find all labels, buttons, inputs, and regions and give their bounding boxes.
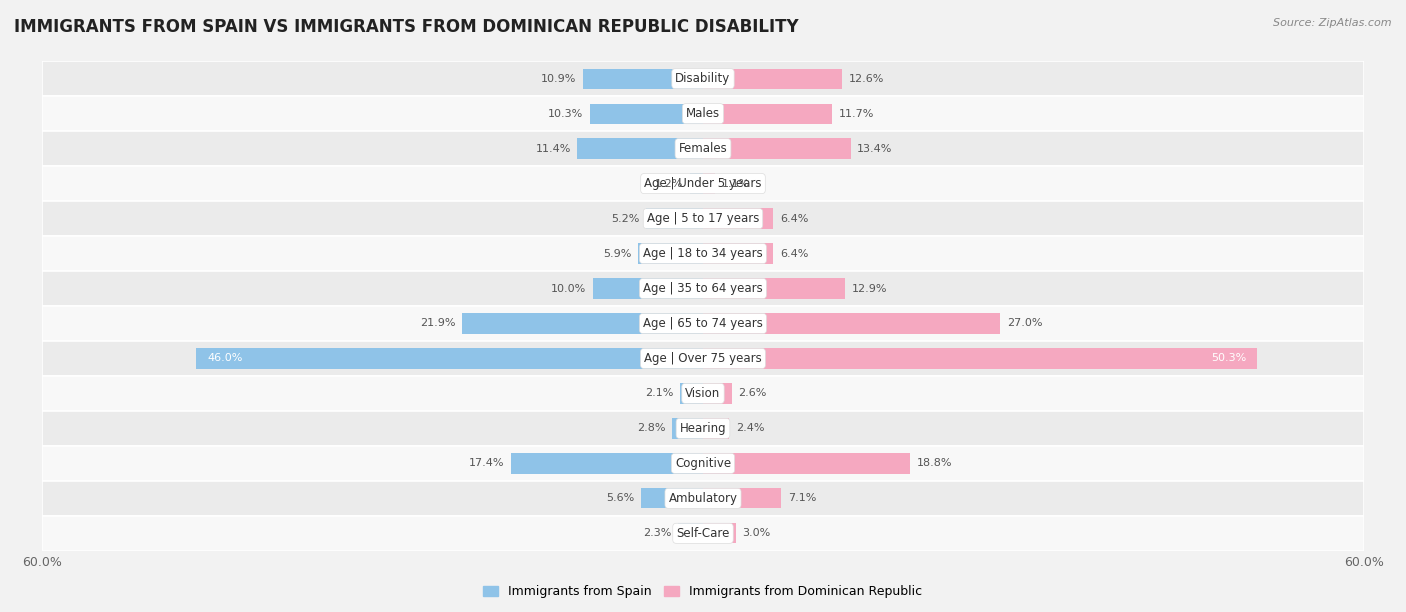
Bar bbox=[703, 244, 773, 264]
Bar bbox=[703, 313, 1001, 334]
Bar bbox=[703, 173, 716, 194]
Bar bbox=[703, 453, 910, 474]
Bar bbox=[512, 453, 703, 474]
Text: 10.9%: 10.9% bbox=[541, 73, 576, 84]
Text: Vision: Vision bbox=[685, 387, 721, 400]
Bar bbox=[583, 69, 703, 89]
Text: Females: Females bbox=[679, 142, 727, 155]
Text: 21.9%: 21.9% bbox=[420, 318, 456, 329]
Text: IMMIGRANTS FROM SPAIN VS IMMIGRANTS FROM DOMINICAN REPUBLIC DISABILITY: IMMIGRANTS FROM SPAIN VS IMMIGRANTS FROM… bbox=[14, 18, 799, 36]
Text: 1.2%: 1.2% bbox=[655, 179, 683, 188]
Bar bbox=[42, 341, 1364, 376]
Bar bbox=[703, 278, 845, 299]
Text: 27.0%: 27.0% bbox=[1007, 318, 1042, 329]
Bar bbox=[589, 103, 703, 124]
Text: 50.3%: 50.3% bbox=[1211, 354, 1246, 364]
Bar bbox=[578, 138, 703, 159]
Bar bbox=[703, 348, 1257, 368]
Text: Age | 65 to 74 years: Age | 65 to 74 years bbox=[643, 317, 763, 330]
Bar bbox=[42, 481, 1364, 516]
Bar bbox=[197, 348, 703, 368]
Bar bbox=[42, 516, 1364, 551]
Bar bbox=[703, 523, 737, 543]
Text: 2.1%: 2.1% bbox=[645, 389, 673, 398]
Text: 17.4%: 17.4% bbox=[470, 458, 505, 468]
Bar bbox=[703, 383, 731, 403]
Text: 13.4%: 13.4% bbox=[858, 144, 893, 154]
Text: 12.6%: 12.6% bbox=[848, 73, 884, 84]
Bar bbox=[638, 244, 703, 264]
Text: 6.4%: 6.4% bbox=[780, 248, 808, 258]
Bar bbox=[42, 411, 1364, 446]
Text: 12.9%: 12.9% bbox=[852, 283, 887, 294]
Bar bbox=[593, 278, 703, 299]
Bar bbox=[42, 271, 1364, 306]
Bar bbox=[690, 173, 703, 194]
Bar bbox=[42, 166, 1364, 201]
Bar bbox=[42, 61, 1364, 96]
Bar bbox=[42, 96, 1364, 131]
Text: 6.4%: 6.4% bbox=[780, 214, 808, 223]
Text: Age | 18 to 34 years: Age | 18 to 34 years bbox=[643, 247, 763, 260]
Bar bbox=[42, 236, 1364, 271]
Text: Age | 35 to 64 years: Age | 35 to 64 years bbox=[643, 282, 763, 295]
Bar bbox=[461, 313, 703, 334]
Bar bbox=[42, 446, 1364, 481]
Text: Source: ZipAtlas.com: Source: ZipAtlas.com bbox=[1274, 18, 1392, 28]
Text: 1.1%: 1.1% bbox=[721, 179, 749, 188]
Bar bbox=[42, 306, 1364, 341]
Bar bbox=[641, 488, 703, 509]
Bar bbox=[703, 103, 832, 124]
Text: Age | Over 75 years: Age | Over 75 years bbox=[644, 352, 762, 365]
Text: Age | 5 to 17 years: Age | 5 to 17 years bbox=[647, 212, 759, 225]
Text: 2.6%: 2.6% bbox=[738, 389, 766, 398]
Bar bbox=[678, 523, 703, 543]
Text: Disability: Disability bbox=[675, 72, 731, 85]
Bar bbox=[703, 69, 842, 89]
Text: Hearing: Hearing bbox=[679, 422, 727, 435]
Text: 2.4%: 2.4% bbox=[737, 424, 765, 433]
Text: 18.8%: 18.8% bbox=[917, 458, 952, 468]
Bar bbox=[703, 138, 851, 159]
Text: 5.2%: 5.2% bbox=[610, 214, 640, 223]
Text: 7.1%: 7.1% bbox=[787, 493, 815, 503]
Bar bbox=[672, 418, 703, 439]
Text: Males: Males bbox=[686, 107, 720, 120]
Text: 46.0%: 46.0% bbox=[207, 354, 243, 364]
Bar bbox=[42, 201, 1364, 236]
Text: Cognitive: Cognitive bbox=[675, 457, 731, 470]
Text: 5.6%: 5.6% bbox=[606, 493, 634, 503]
Text: Ambulatory: Ambulatory bbox=[668, 492, 738, 505]
Text: 11.7%: 11.7% bbox=[838, 109, 875, 119]
Text: Self-Care: Self-Care bbox=[676, 527, 730, 540]
Text: 11.4%: 11.4% bbox=[536, 144, 571, 154]
Text: Age | Under 5 years: Age | Under 5 years bbox=[644, 177, 762, 190]
Bar bbox=[681, 383, 703, 403]
Text: 10.0%: 10.0% bbox=[551, 283, 586, 294]
Bar bbox=[42, 131, 1364, 166]
Bar bbox=[703, 209, 773, 229]
Text: 5.9%: 5.9% bbox=[603, 248, 631, 258]
Text: 2.3%: 2.3% bbox=[643, 528, 671, 539]
Text: 10.3%: 10.3% bbox=[548, 109, 583, 119]
Bar bbox=[645, 209, 703, 229]
Legend: Immigrants from Spain, Immigrants from Dominican Republic: Immigrants from Spain, Immigrants from D… bbox=[478, 580, 928, 603]
Text: 2.8%: 2.8% bbox=[637, 424, 665, 433]
Bar bbox=[42, 376, 1364, 411]
Text: 3.0%: 3.0% bbox=[742, 528, 770, 539]
Bar bbox=[703, 488, 782, 509]
Bar bbox=[703, 418, 730, 439]
